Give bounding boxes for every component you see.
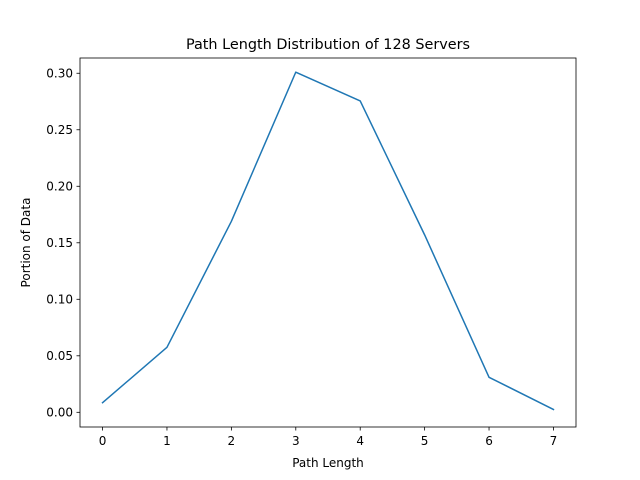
plot-area xyxy=(80,58,576,427)
x-axis-ticks: 0 1 2 3 4 5 6 7 xyxy=(99,427,558,448)
x-tick-label: 3 xyxy=(292,434,300,448)
x-tick-label: 7 xyxy=(550,434,558,448)
y-axis-ticks: 0.00 0.05 0.10 0.15 0.20 0.25 0.30 xyxy=(46,66,80,419)
y-axis-title: Portion of Data xyxy=(19,198,33,288)
y-tick-label: 0.20 xyxy=(46,179,73,193)
chart-title: Path Length Distribution of 128 Servers xyxy=(186,37,470,53)
series-layer xyxy=(101,71,555,411)
y-tick-label: 0.30 xyxy=(46,66,73,80)
x-tick-label: 5 xyxy=(421,434,429,448)
x-tick-label: 2 xyxy=(228,434,236,448)
y-tick-label: 0.15 xyxy=(46,236,73,250)
plot-frame xyxy=(79,57,577,428)
x-axis-title: Path Length xyxy=(292,456,364,470)
x-tick-label: 1 xyxy=(163,434,171,448)
y-tick-label: 0.05 xyxy=(46,349,73,363)
x-tick-label: 4 xyxy=(356,434,364,448)
series-line-0 xyxy=(101,71,555,411)
y-tick-label: 0.25 xyxy=(46,123,73,137)
y-tick-label: 0.00 xyxy=(46,405,73,419)
x-tick-label: 6 xyxy=(485,434,493,448)
y-tick-label: 0.10 xyxy=(46,292,73,306)
x-tick-label: 0 xyxy=(99,434,107,448)
